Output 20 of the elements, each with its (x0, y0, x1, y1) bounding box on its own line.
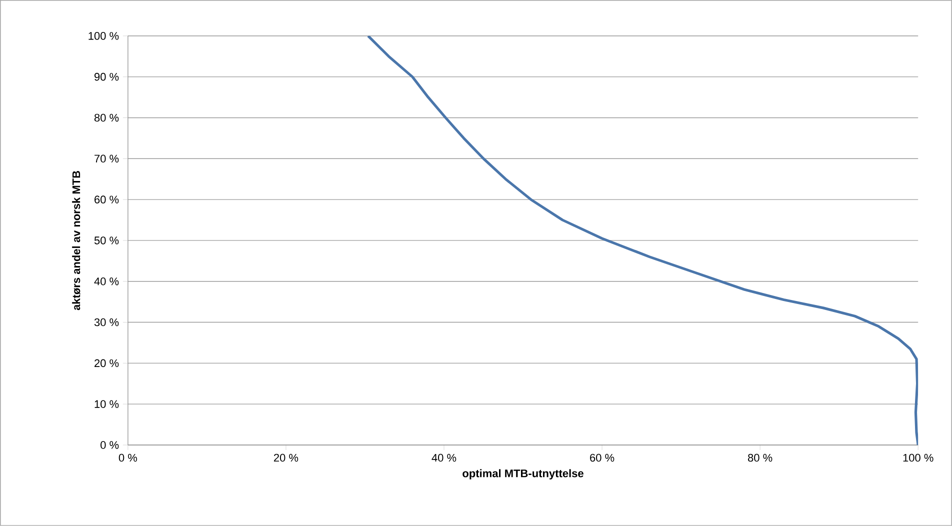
y-tick-label: 90 % (94, 72, 119, 81)
y-tick-label: 30 % (94, 318, 119, 326)
x-tick-label: 100 % (903, 454, 934, 462)
y-tick-label: 60 % (94, 196, 119, 204)
line-series (366, 36, 918, 446)
y-tick-label: 10 % (94, 400, 119, 408)
x-tick-label: 60 % (590, 454, 614, 462)
y-axis-title: aktørs andel av norsk MTB (72, 171, 80, 310)
y-tick-label: 20 % (94, 359, 119, 368)
y-tick-label: 50 % (94, 236, 119, 244)
y-tick-label: 70 % (94, 154, 119, 163)
x-tick-label: 0 % (118, 454, 137, 462)
y-tick-label: 80 % (94, 114, 119, 122)
x-tick-label: 80 % (748, 454, 772, 462)
x-axis-title: optimal MTB-utnyttelse (462, 469, 584, 480)
y-tick-label: 100 % (88, 32, 119, 40)
x-tick-label: 20 % (274, 454, 298, 462)
x-tick-label: 40 % (432, 454, 456, 462)
y-tick-label: 40 % (94, 278, 119, 286)
y-tick-label: 0 % (100, 441, 119, 449)
